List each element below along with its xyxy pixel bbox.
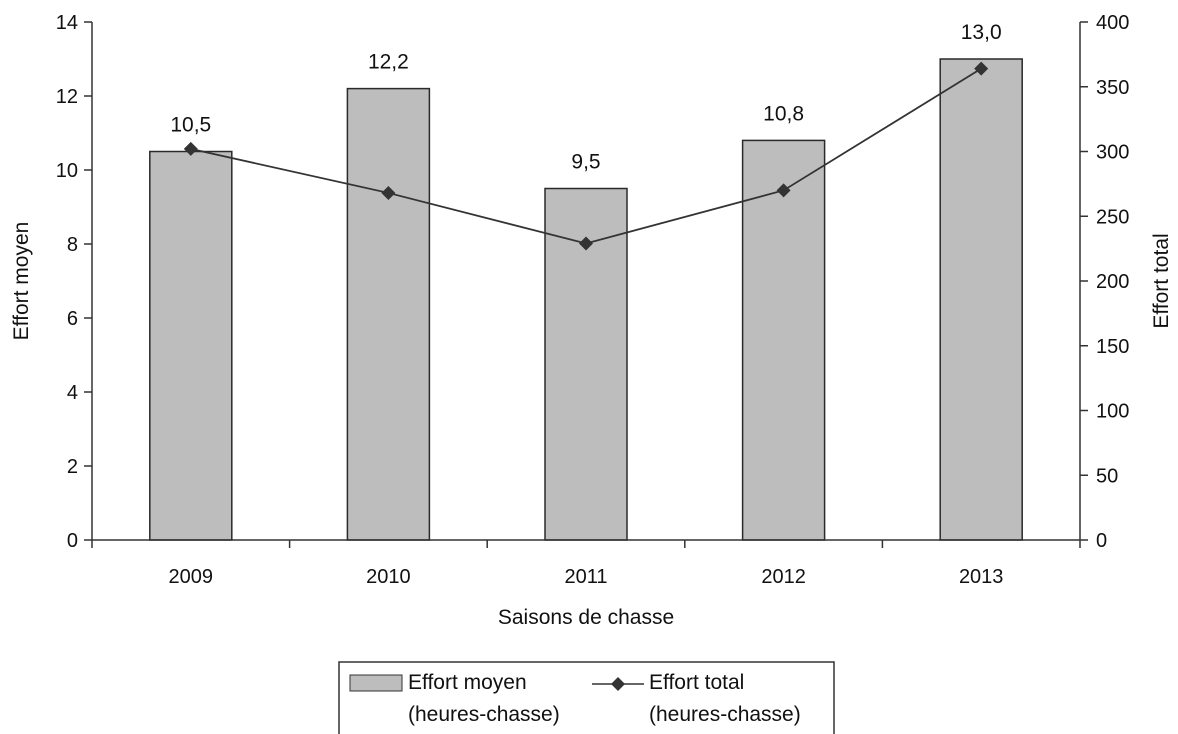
legend-label-bar-line1: Effort moyen	[408, 671, 527, 694]
y2-tick-label: 300	[1096, 142, 1129, 164]
y2-tick-label: 0	[1096, 530, 1107, 552]
legend-swatch-bar	[349, 674, 403, 692]
bar-value-label-2011: 9,5	[571, 151, 600, 174]
x-tick-label-2009: 2009	[169, 566, 214, 588]
ticks: 0 2 4 6 8 10 12 14 0 50 100 150 200 250 300 350 400 2009 2…	[56, 12, 1130, 588]
bar-2013	[939, 58, 1023, 541]
line-marker-2013	[974, 61, 989, 76]
y-tick-label: 4	[67, 382, 78, 404]
y2-tick-label: 150	[1096, 336, 1129, 358]
legend: Effort moyen (heures-chasse) Effort tota…	[338, 661, 835, 734]
y-tick-label: 8	[67, 234, 78, 256]
y2-tick-label: 100	[1096, 401, 1129, 423]
line-marker-2012	[776, 183, 791, 198]
legend-label-line-line1: Effort total	[649, 671, 744, 694]
x-tick-label-2013: 2013	[959, 566, 1004, 588]
y2-tick-label: 200	[1096, 271, 1129, 293]
bar-2009	[149, 150, 233, 541]
x-tick-label-2012: 2012	[761, 566, 806, 588]
y-tick-label: 6	[67, 308, 78, 330]
y2-axis-title: Effort total	[1150, 233, 1173, 328]
legend-swatch-marker	[611, 677, 625, 691]
y2-tick-label: 350	[1096, 77, 1129, 99]
line-marker-2011	[579, 236, 593, 251]
y2-tick-label: 250	[1096, 206, 1129, 228]
bar-value-label-2009: 10,5	[170, 114, 211, 137]
bar-2012	[741, 139, 826, 541]
bar-value-label-2012: 10,8	[763, 102, 804, 125]
line-marker-2010	[381, 185, 396, 200]
bar-2010	[346, 87, 431, 541]
line-marker-2009	[183, 141, 198, 156]
y-tick-label: 14	[56, 12, 78, 34]
x-axis-title: Saisons de chasse	[498, 606, 674, 629]
y2-tick-label: 50	[1096, 465, 1118, 487]
y-tick-label: 0	[67, 530, 78, 552]
legend-label-line-line2: (heures-chasse)	[649, 703, 801, 726]
x-tick-label-2011: 2011	[564, 566, 607, 588]
legend-label-bar-line2: (heures-chasse)	[408, 703, 560, 726]
line-series	[183, 61, 989, 251]
y-tick-label: 12	[56, 86, 78, 108]
legend-box	[338, 661, 835, 734]
bar-value-label-2010: 12,2	[368, 51, 409, 74]
y-tick-label: 10	[56, 160, 78, 182]
bar-value-label-2013: 13,0	[961, 21, 1002, 44]
y-axis-title: Effort moyen	[10, 222, 33, 341]
bars	[149, 58, 1023, 541]
data-labels: 10,5 12,2 9,5 10,8 13,0	[170, 21, 1001, 174]
y2-tick-label: 400	[1096, 12, 1129, 34]
y-tick-label: 2	[67, 456, 78, 478]
x-tick-label-2010: 2010	[366, 566, 411, 588]
